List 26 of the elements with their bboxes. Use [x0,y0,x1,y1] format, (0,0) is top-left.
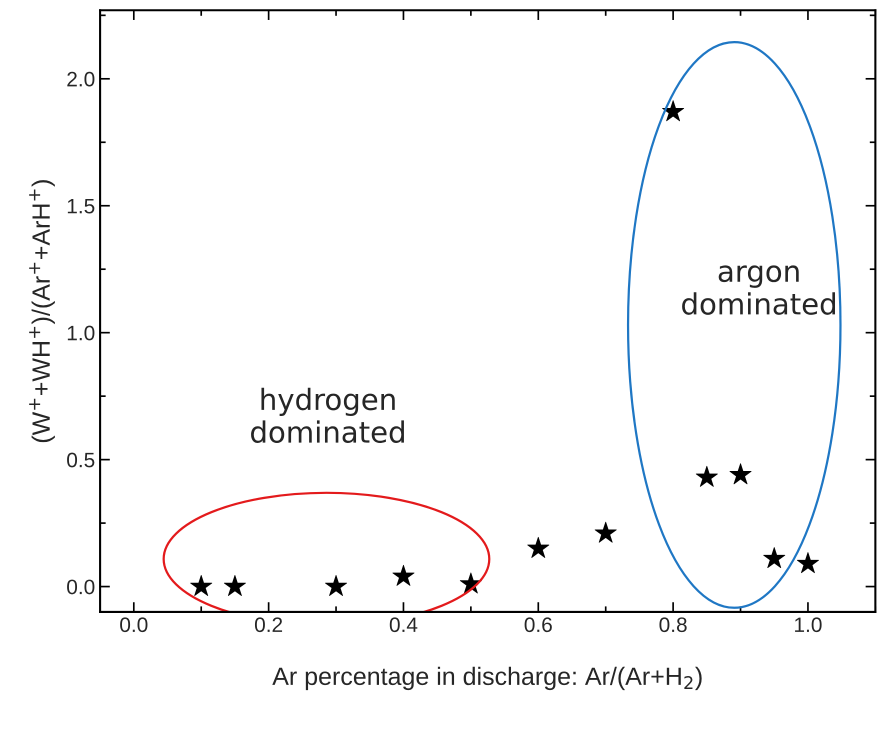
x-tick-label: 1.0 [795,617,822,632]
text: (W$^{+}$+WH$^{+}$)/(Ar$^{+}$+ArH$^{+}$) [29,180,55,442]
point [594,522,617,543]
x-tick-label: 0.6 [524,617,552,632]
point [696,466,718,487]
point [796,552,819,574]
y-tick-label: 1.5 [68,198,94,214]
point [392,564,414,586]
point [190,575,212,596]
point [662,100,684,122]
x-tick-label: 0.4 [390,617,418,632]
x-tick-label: 0.0 [120,617,148,632]
y-tick-label: 0.5 [67,452,94,468]
x-tick-label: 0.8 [659,617,687,632]
point [730,463,752,484]
annotation: argon dominated [682,265,835,315]
x-axis-title: Ar percentage in discharge: Ar/(Ar+H$_{2}$) [272,666,702,690]
x-tick-label: 0.2 [254,617,282,632]
y-tick-label: 0.0 [67,580,94,594]
y-tick-label: 2.0 [67,72,94,87]
point [224,575,246,596]
point [527,536,550,558]
point [763,547,786,568]
y-tick-label: 1.0 [68,326,94,340]
annotation: hydrogen dominated [251,388,404,443]
point [325,575,348,596]
